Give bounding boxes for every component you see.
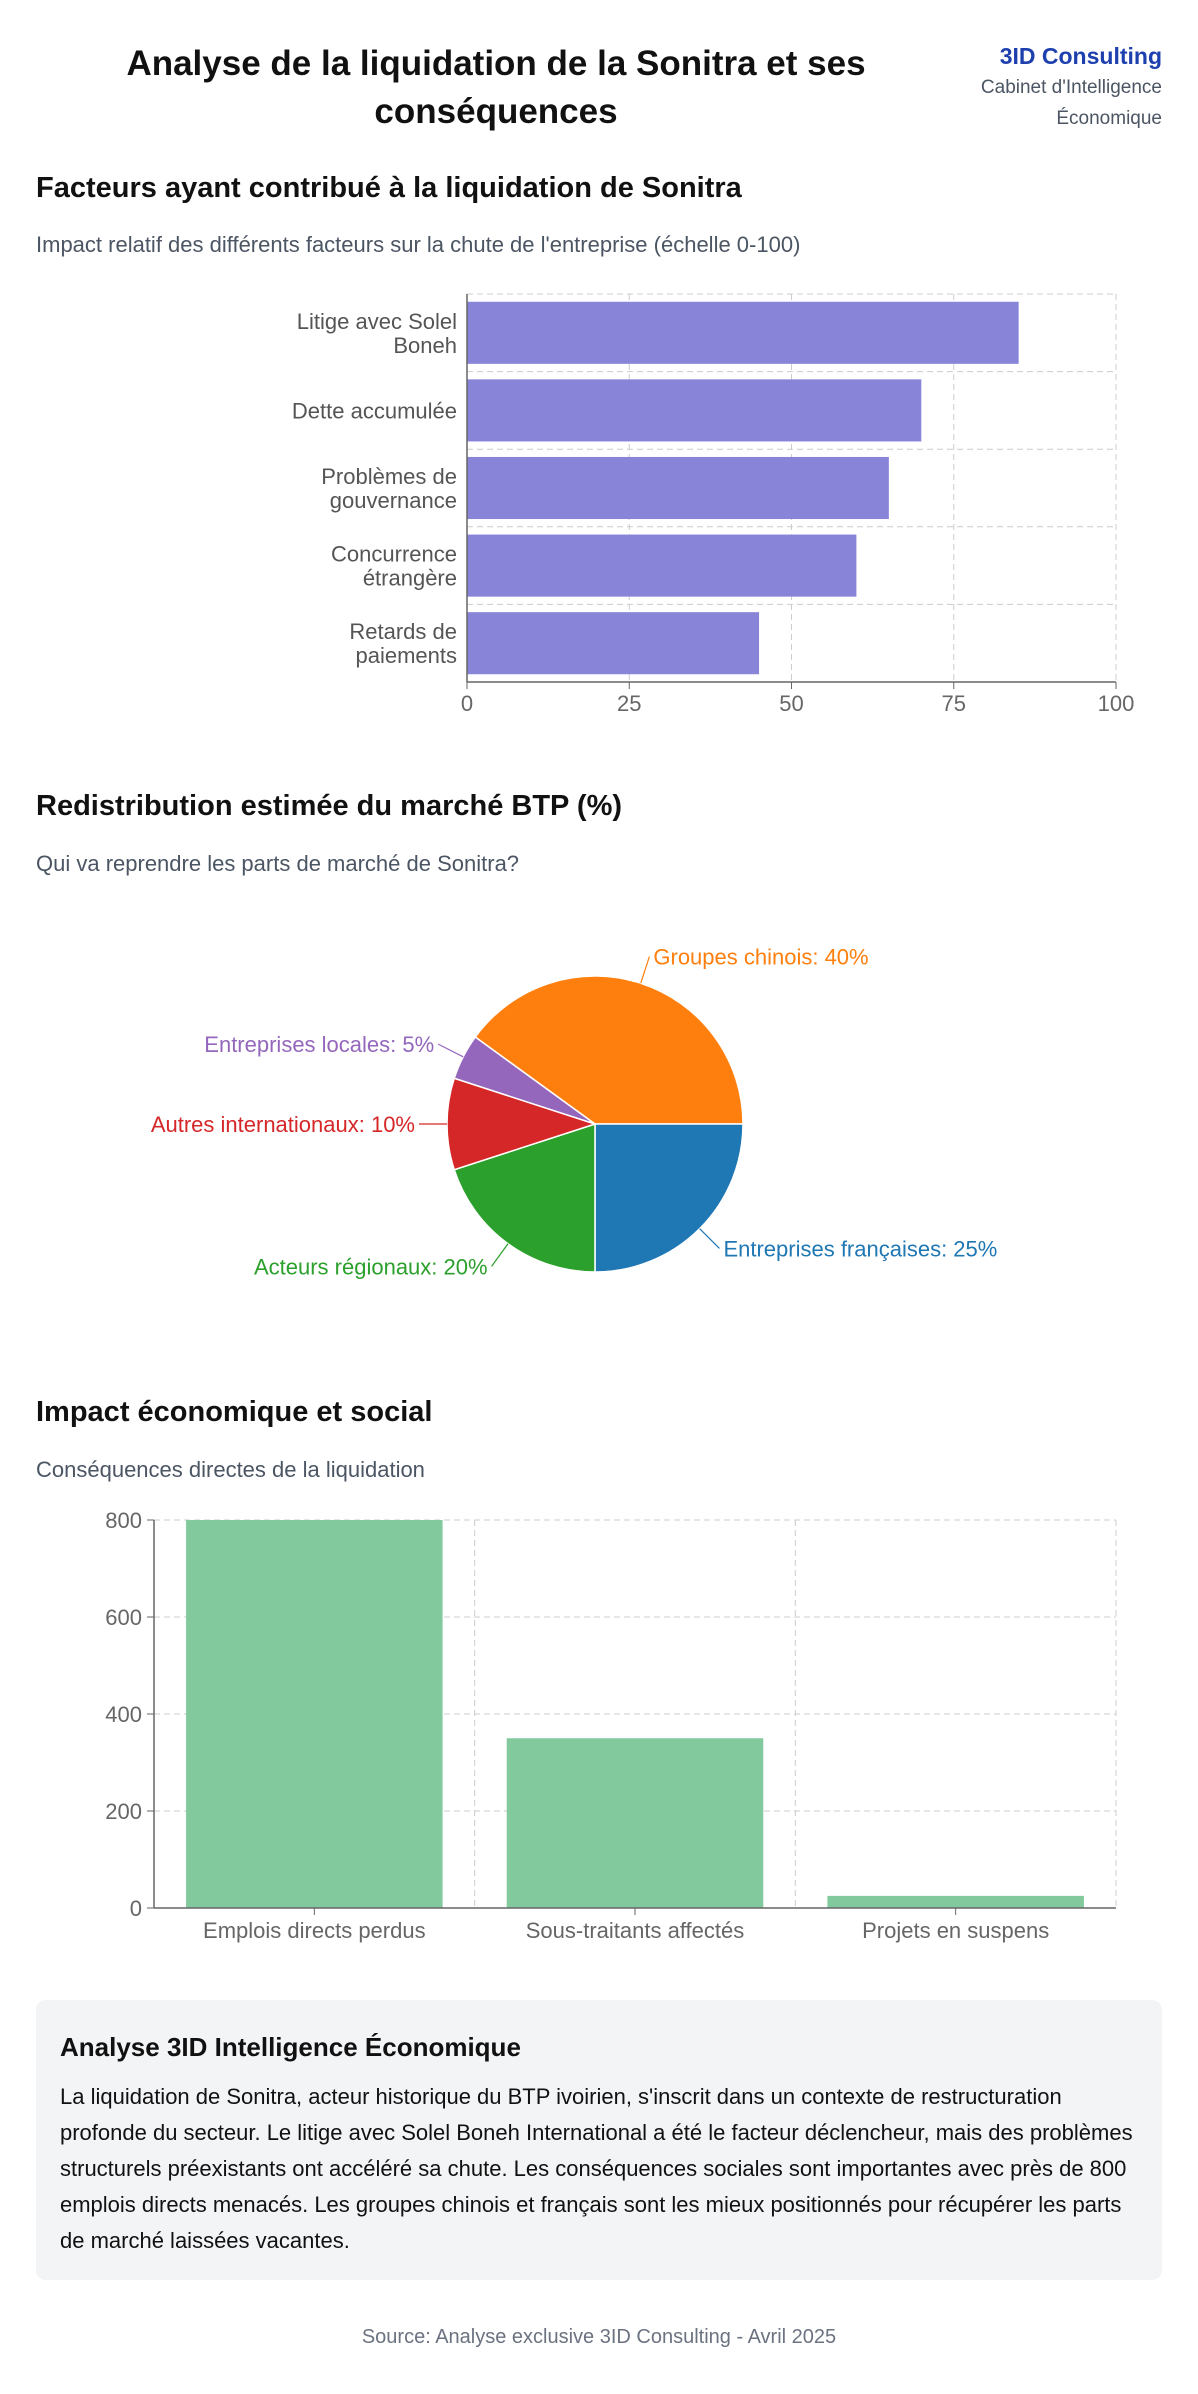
pie-slice-label: Autres internationaux: 10% <box>151 1112 415 1137</box>
analysis-text: La liquidation de Sonitra, acteur histor… <box>60 2084 1133 2253</box>
bar <box>827 1895 1084 1908</box>
impact-bar-chart: Emplois directs perdus Sous-traitants aff… <box>105 1508 1117 1943</box>
category-label: Boneh <box>393 333 457 358</box>
category-label: Retards de <box>349 619 457 644</box>
category-label: Projets en suspens <box>862 1918 1049 1943</box>
page-title: Analyse de la liquidation de la Sonitra … <box>126 44 866 131</box>
pie-slice <box>453 1122 596 1273</box>
pie-slice-label: Entreprises locales: 5% <box>204 1032 434 1057</box>
bar <box>467 301 1019 364</box>
y-tick-label: 400 <box>105 1702 142 1727</box>
bar <box>467 379 922 442</box>
y-tick-label: 600 <box>105 1605 142 1630</box>
pie-slice-label: Groupes chinois: 40% <box>653 945 868 970</box>
pie-label-line <box>699 1228 720 1249</box>
bar <box>467 612 760 675</box>
category-label: Concurrence <box>331 542 457 567</box>
y-tick-label: 0 <box>130 1896 142 1921</box>
y-tick-label: 200 <box>105 1799 142 1824</box>
section-title-factors: Facteurs ayant contribué à la liquidatio… <box>36 172 742 204</box>
pie-slice <box>594 1123 744 1273</box>
category-label: Emplois directs perdus <box>203 1918 426 1943</box>
analysis-box: Analyse 3ID Intelligence Économique La l… <box>36 2000 1162 2280</box>
pie-slice-label: Entreprises françaises: 25% <box>723 1236 997 1261</box>
section-subtitle-impact: Conséquences directes de la liquidation <box>36 1457 425 1482</box>
y-tick-label: 800 <box>105 1508 142 1533</box>
x-tick-label: 25 <box>617 691 641 716</box>
pie-label-line <box>640 956 650 984</box>
category-label: Dette accumulée <box>292 398 457 423</box>
brand-subtitle: Cabinet d'Intelligence Économique <box>980 77 1162 129</box>
bar <box>467 534 857 597</box>
x-tick-label: 100 <box>1098 691 1135 716</box>
x-tick-label: 50 <box>779 691 803 716</box>
category-label: Sous-traitants affectés <box>526 1918 745 1943</box>
brand: 3ID Consulting Cabinet d'Intelligence Éc… <box>942 40 1162 134</box>
x-tick-label: 75 <box>942 691 966 716</box>
section-title-impact: Impact économique et social <box>36 1396 433 1428</box>
section-title-market: Redistribution estimée du marché BTP (%) <box>36 790 623 822</box>
pie-slice <box>453 1035 596 1125</box>
bar <box>186 1520 443 1908</box>
section-subtitle-market: Qui va reprendre les parts de marché de … <box>36 851 520 876</box>
category-label: Litige avec Solel <box>297 309 457 334</box>
header: Analyse de la liquidation de la Sonitra … <box>36 30 1162 140</box>
brand-name: 3ID Consulting <box>999 43 1162 69</box>
footer-source: Source: Analyse exclusive 3ID Consulting… <box>361 2326 837 2348</box>
x-tick-label: 0 <box>461 691 473 716</box>
market-pie-chart: Groupes chinois: 40% Entreprises français… <box>151 945 998 1280</box>
analysis-title: Analyse 3ID Intelligence Économique <box>60 2032 521 2062</box>
pie-slice <box>474 975 744 1125</box>
bar <box>506 1738 764 1908</box>
pie-label-line <box>491 1243 509 1267</box>
category-label: Problèmes de <box>321 464 457 489</box>
category-label: paiements <box>355 643 457 668</box>
pie-slice <box>446 1077 598 1171</box>
category-label: gouvernance <box>330 488 457 513</box>
category-label: étrangère <box>363 566 457 591</box>
pie-label-line <box>437 1043 464 1058</box>
bar <box>467 456 889 520</box>
section-subtitle-factors: Impact relatif des différents facteurs s… <box>36 232 801 257</box>
pie-slice-label: Acteurs régionaux: 20% <box>254 1254 488 1279</box>
